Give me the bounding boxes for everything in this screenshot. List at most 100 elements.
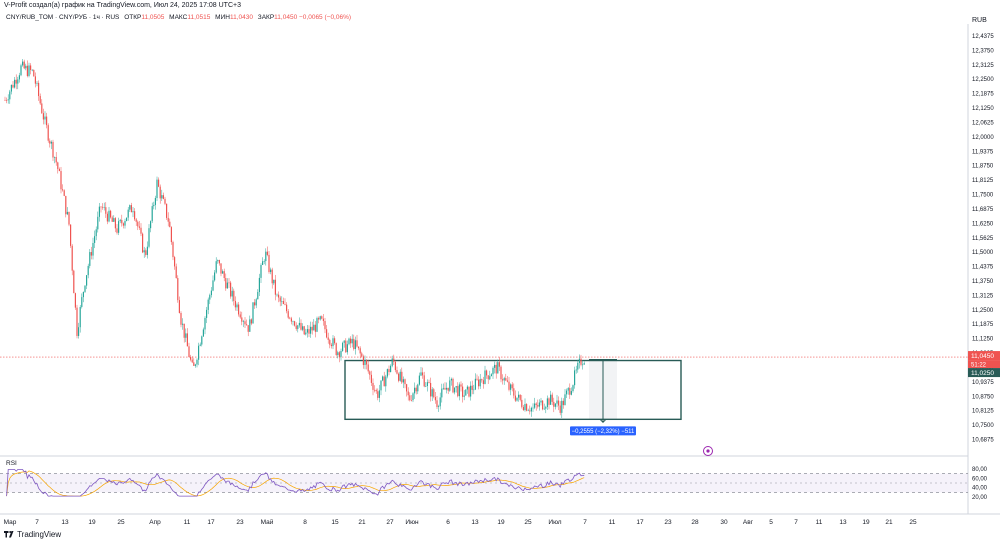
candle [334,338,336,344]
candle [439,397,441,407]
candle [138,226,140,228]
candle [134,211,136,220]
rsi-tick-label: 20,00 [972,495,988,501]
candle [372,382,374,390]
candle [470,385,472,397]
candle [252,302,254,324]
candle [46,116,48,126]
candle [145,250,147,255]
candle [172,242,174,258]
rsi-tick-label: 40,00 [972,486,988,492]
price-axis[interactable]: 12,4375 12,3750 12,3125 12,2500 12,1875 12,12… [972,34,994,444]
candle [318,318,320,320]
symbol-name[interactable]: CNY/RUB_TOM · CNY/РУБ · 1ч · RUS [6,14,120,21]
time-tick-label: 28 [691,519,699,526]
candle [68,211,70,225]
candle [433,389,435,398]
candle [30,65,32,70]
candle [361,353,363,357]
candle [471,385,473,390]
candle [409,395,411,401]
candle [566,390,568,395]
candle [377,391,379,398]
candle [220,263,222,274]
candle [295,325,297,329]
time-axis[interactable]: Мар 7 13 19 25 Апр 11 17 23 Май 8 15 21 27 Июн 6 13 19 25 И… [4,518,917,526]
price-tick-label: 10,6875 [972,438,994,444]
candle [436,400,438,408]
candle [20,65,22,76]
candle [244,321,246,325]
candle [6,100,8,101]
candle [510,384,512,390]
candle [250,319,252,324]
candle [167,217,169,222]
candle [398,373,400,381]
tradingview-logo[interactable]: TradingView [4,530,61,539]
candle [34,76,36,84]
candle [479,379,481,387]
candle [290,318,292,322]
candle [380,380,382,391]
price-tick-label: 11,8125 [972,178,994,184]
candle [374,389,376,391]
candle [383,376,385,387]
candle [113,218,115,222]
price-tick-label: 11,5625 [972,236,994,242]
time-tick-label: 11 [609,519,616,526]
candle [358,346,360,349]
candle [535,403,537,406]
candle [359,348,361,354]
open-value: 11,0505 [141,14,165,21]
candle [348,338,350,345]
range-box-group[interactable] [344,359,682,424]
candle [542,400,544,410]
candle [577,362,579,370]
candle [282,301,284,304]
countdown-bg [968,360,1000,369]
candle [369,371,371,375]
candle [345,340,347,353]
candle [550,394,552,405]
time-tick-label: 7 [794,519,798,526]
candle [233,290,235,301]
candle [417,384,419,392]
time-tick-label: 17 [207,519,215,526]
candle [537,405,539,407]
candles-series[interactable] [4,59,585,418]
candle [159,186,161,199]
candle [36,82,38,84]
candle [228,282,230,284]
price-tick-label: 12,1250 [972,106,994,112]
candle [524,404,526,411]
candle [241,317,243,322]
candle [319,316,321,320]
candle [410,400,412,401]
rsi-axis: 80,00 60,00 40,00 20,00 [972,467,988,501]
candle [247,325,249,332]
candle [79,306,81,328]
rsi-title: RSI [6,460,17,467]
candle [151,206,153,222]
candle [142,233,144,253]
candle [390,365,392,373]
candle [548,398,550,405]
candle [455,386,457,388]
event-marker[interactable] [703,446,713,456]
candle [265,251,267,262]
candle [33,69,35,77]
candle [186,333,188,347]
candle [532,407,534,409]
candle [420,372,422,376]
candle [438,406,440,408]
candle [81,297,83,307]
range-box[interactable] [344,359,682,421]
candle [527,410,529,412]
rsi-pane[interactable]: RSI 80,00 60,00 40,00 20,00 [0,460,988,501]
candle [95,229,97,237]
candle [530,407,532,412]
candle [226,282,228,289]
candle [116,228,118,233]
candle [124,221,126,226]
